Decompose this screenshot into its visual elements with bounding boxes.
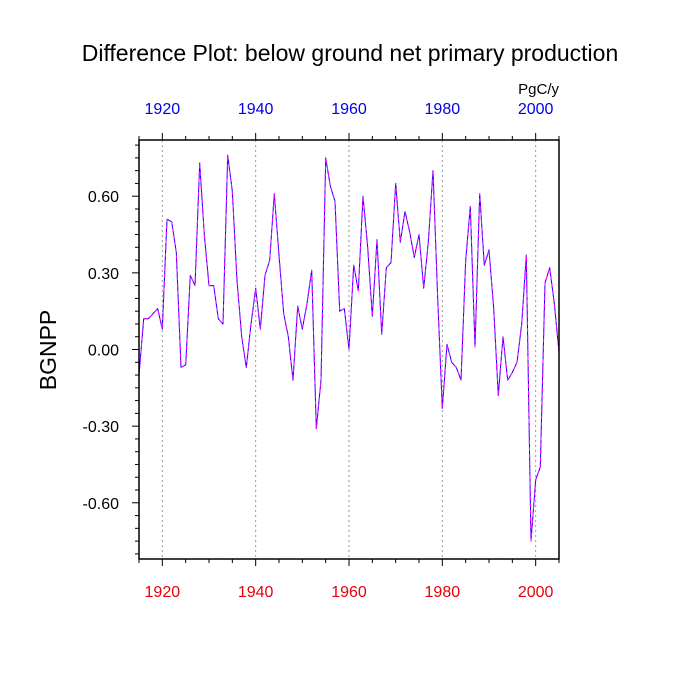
y-axis-label: BGNPP xyxy=(35,310,61,391)
x-tick-label-top-1940: 1940 xyxy=(238,101,274,118)
y-tick-label-0.00: 0.00 xyxy=(88,343,119,360)
x-tick-label-bottom-1960: 1960 xyxy=(331,584,367,601)
y-tick-label-0.60: 0.60 xyxy=(88,189,119,206)
labels-layer: 0.60 0.30 0.00 -0.30 -0.60 1920 1940 1960 1980 20… xyxy=(83,101,554,601)
x-tick-label-bottom-1980: 1980 xyxy=(425,584,461,601)
x-tick-label-bottom-1920: 1920 xyxy=(145,584,181,601)
series-line-dashed xyxy=(138,154,560,542)
x-tick-label-bottom-1940: 1940 xyxy=(238,584,274,601)
chart-title: Difference Plot: below ground net primar… xyxy=(82,40,619,66)
x-tick-label-bottom-2000: 2000 xyxy=(518,584,554,601)
y-tick-label-0.30: 0.30 xyxy=(88,266,119,283)
x-tick-label-top-1920: 1920 xyxy=(145,101,181,118)
x-tick-label-top-1980: 1980 xyxy=(425,101,461,118)
y-tick-label--0.30: -0.30 xyxy=(83,419,120,436)
x-tick-label-top-2000: 2000 xyxy=(518,101,554,118)
series-layer xyxy=(138,154,560,542)
units-label: PgC/y xyxy=(518,81,559,98)
ticks-layer xyxy=(132,133,560,566)
y-tick-label--0.60: -0.60 xyxy=(83,496,120,513)
x-tick-label-top-1960: 1960 xyxy=(331,101,367,118)
